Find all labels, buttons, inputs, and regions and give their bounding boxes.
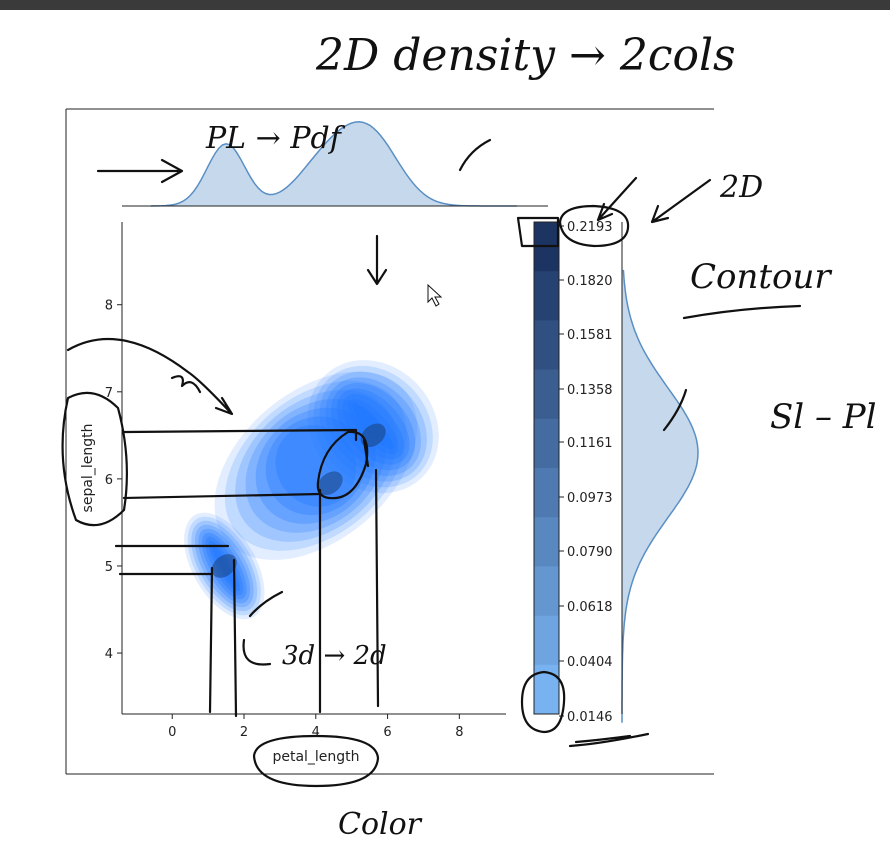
- window-top-border: [0, 0, 890, 10]
- colorbar-tick-label-0: 0.2193: [567, 220, 613, 235]
- colorbar-tick-label-7: 0.0618: [567, 600, 613, 615]
- colorbar-bands: [534, 222, 559, 715]
- arrow-icon-colorbar: [596, 176, 638, 222]
- x-axis-label: petal_length: [272, 749, 359, 765]
- x-tick-label-3: 6: [383, 725, 391, 740]
- density-peak-2: [360, 423, 386, 448]
- circle-colorbar-bottom: [520, 670, 566, 734]
- annotation-title: 2D density → 2cols: [315, 30, 736, 81]
- guide-vertical-4: [362, 438, 380, 708]
- mouse-cursor-icon: [427, 283, 443, 307]
- colorbar-tick-label-1: 0.1820: [567, 274, 613, 289]
- x-tick-label-4: 8: [455, 725, 463, 740]
- colorbar-band-1: [534, 271, 559, 321]
- colorbar-band-7: [534, 566, 559, 617]
- colorbar-tick-label-9: 0.0146: [567, 710, 613, 725]
- colorbar-band-3: [534, 369, 559, 420]
- circle-colorbar-top: [516, 216, 560, 248]
- x-tick-label-1: 2: [240, 725, 248, 740]
- marginal-x-fill: [150, 121, 517, 206]
- tick-mark-marginal-y: [662, 388, 688, 432]
- underline-contour: [682, 304, 802, 320]
- curved-arrow-3d: [242, 590, 284, 666]
- circle-dense-region: [316, 430, 369, 500]
- y-tick-label-2: 6: [105, 473, 113, 488]
- y-tick-label-0: 4: [105, 647, 113, 662]
- x-tick-label-2: 4: [312, 725, 320, 740]
- guide-vertical-2: [232, 558, 238, 718]
- curved-arrow-icon: [66, 338, 234, 416]
- squiggle-mark: [170, 375, 202, 394]
- annotation-3d-2d: 3d → 2d: [282, 641, 387, 671]
- colorbar-tick-label-4: 0.1161: [567, 436, 613, 451]
- colorbar-tick-label-6: 0.0790: [567, 545, 613, 560]
- arrow-icon-2d: [650, 178, 712, 224]
- colorbar-band-4: [534, 418, 559, 469]
- guide-vertical-1: [208, 566, 214, 714]
- colorbar-band-5: [534, 468, 559, 518]
- y-tick-label-3: 7: [105, 386, 113, 401]
- colorbar-tick-label-3: 0.1358: [567, 383, 613, 398]
- joint-plot-area: 0 2 4 6 8 4 5 6 7 8 petal_length sepal_length: [80, 222, 506, 765]
- contour-level-5-blob-0: [265, 416, 366, 516]
- annotation-pl-pdf: PL → Pdf: [205, 121, 346, 156]
- arrow-icon-pdf: [96, 158, 184, 184]
- marginal-x-kde: [122, 121, 548, 207]
- marginal-y-fill: [622, 269, 698, 723]
- contour-level-2-blob-0: [235, 389, 397, 542]
- marginal-x-line: [150, 121, 517, 207]
- contour-level-1-blob-0: [224, 380, 407, 551]
- marginal-y-kde: [621, 222, 699, 723]
- y-axis-label: sepal_length: [80, 424, 96, 513]
- colorbar-tick-label-5: 0.0973: [567, 491, 613, 506]
- colorbar-ticks: 0.2193 0.1820 0.1581 0.1358 0.1161 0.0973 0.07…: [559, 220, 613, 725]
- density-peak-1: [317, 471, 343, 496]
- circle-x-label: [252, 734, 380, 788]
- contour-level-0-blob-0: [214, 371, 418, 560]
- colorbar: 0.2193 0.1820 0.1581 0.1358 0.1161 0.0973 0.07…: [533, 220, 613, 725]
- guide-line-lower: [122, 492, 322, 500]
- annotation-contour: Contour: [690, 257, 832, 297]
- colorbar-tick-label-2: 0.1581: [567, 328, 613, 343]
- x-tick-label-0: 0: [168, 725, 176, 740]
- colorbar-tick-label-8: 0.0404: [567, 655, 613, 670]
- underline-colorbar: [568, 732, 650, 748]
- colorbar-band-6: [534, 517, 559, 567]
- density-contours: [184, 360, 439, 620]
- marginal-y-line: [621, 269, 699, 723]
- tick-mark-marginal: [458, 138, 492, 172]
- guide-line-upper: [122, 428, 358, 442]
- handwritten-annotations: 2D density → 2cols PL → Pdf 2D Contour S…: [61, 30, 877, 842]
- colorbar-outline: [533, 221, 560, 715]
- x-ticks: 0 2 4 6 8: [168, 714, 463, 740]
- annotation-2d: 2D: [719, 170, 763, 205]
- y-tick-label-1: 5: [105, 560, 113, 575]
- annotation-sl-pl: Sl – Pl: [770, 397, 877, 437]
- y-tick-label-4: 8: [105, 299, 113, 314]
- colorbar-band-8: [534, 615, 559, 666]
- arrow-icon-down: [366, 234, 388, 286]
- annotation-color: Color: [338, 807, 423, 842]
- y-ticks: 4 5 6 7 8: [105, 299, 122, 662]
- colorbar-band-2: [534, 320, 559, 371]
- circle-colorbar-max: [558, 204, 630, 248]
- density-peak-0: [211, 554, 237, 578]
- circle-y-label: [61, 391, 129, 527]
